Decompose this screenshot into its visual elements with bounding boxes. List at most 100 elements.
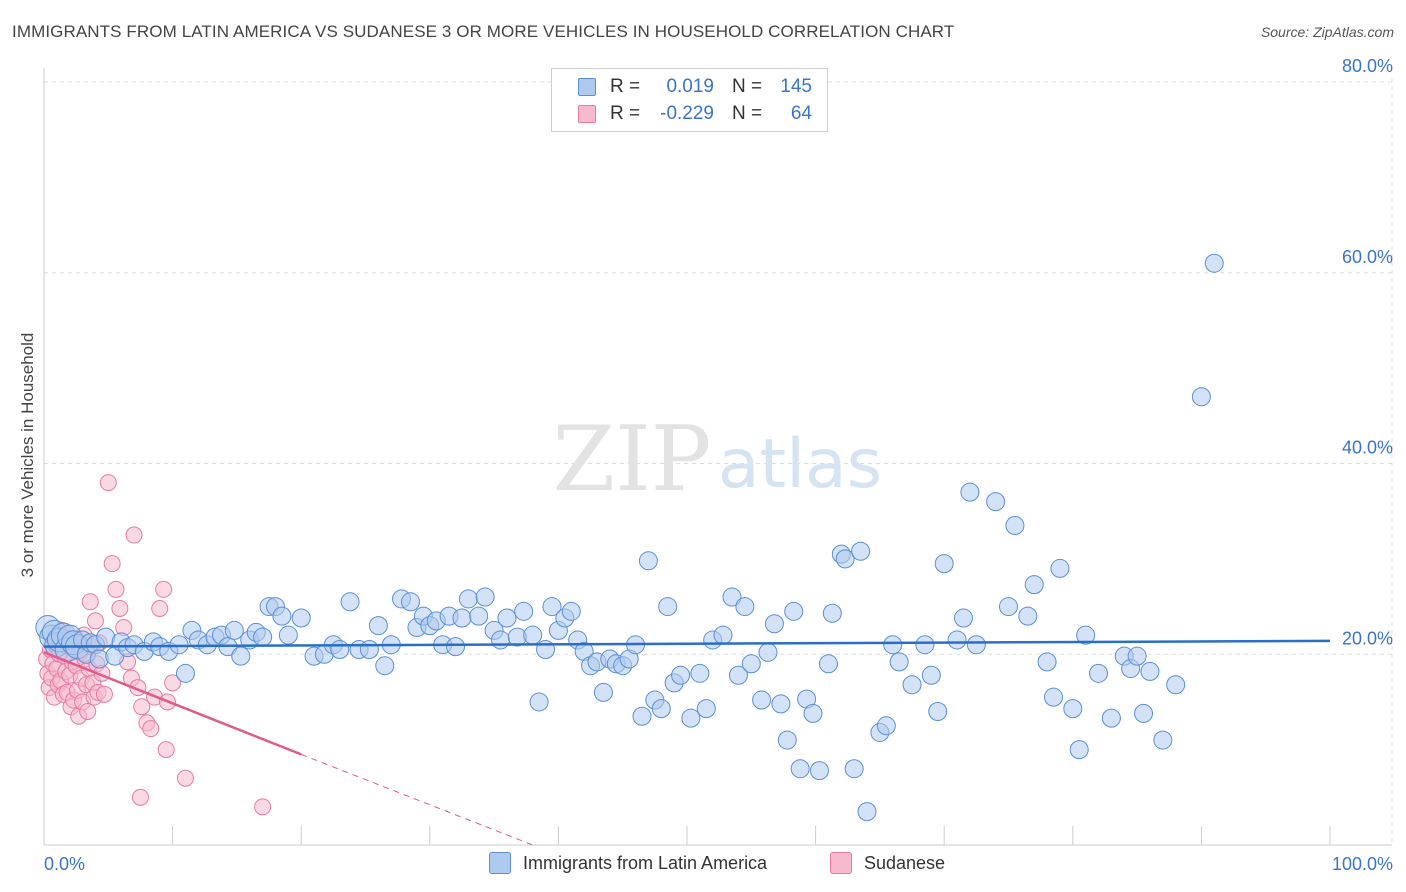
sudanese-trend-line (43, 651, 302, 756)
latin-america-point (514, 601, 534, 621)
latin-america-point (722, 587, 742, 607)
latin-america-point (835, 549, 855, 569)
latin-america-point (784, 601, 804, 621)
latin-america-point (253, 627, 273, 647)
latin-america-point (844, 759, 864, 779)
series-legend-label: Immigrants from Latin America (523, 852, 768, 873)
latin-america-point (632, 706, 652, 726)
latin-america-point (851, 541, 871, 561)
y-tick-label: 60.0% (1342, 247, 1393, 267)
sudanese-point (142, 720, 160, 738)
series-swatch-blue (489, 852, 511, 874)
sudanese-point (157, 741, 175, 759)
sudanese-point (155, 580, 173, 598)
latin-america-point (593, 682, 613, 702)
latin-america-point (690, 663, 710, 683)
latin-america-point (542, 597, 562, 617)
latin-america-point (947, 630, 967, 650)
latin-america-point (1101, 708, 1121, 728)
legend-r-label: R = (610, 103, 641, 124)
latin-america-point (1089, 663, 1109, 683)
latin-america-point (368, 616, 388, 636)
legend-n-value: 145 (780, 76, 812, 97)
tick-labels: 20.0% 40.0% 60.0% 80.0% 0.0% 100.0% (44, 56, 1393, 874)
legend-swatch-blue (578, 78, 596, 96)
latin-america-point (818, 654, 838, 674)
latin-america-point (491, 630, 511, 650)
sudanese-point (131, 788, 149, 806)
latin-america-point (529, 692, 549, 712)
latin-america-point (921, 665, 941, 685)
latin-america-point (822, 603, 842, 623)
latin-america-point (999, 597, 1018, 617)
latin-america-point (790, 759, 810, 779)
latin-america-point (1127, 646, 1147, 666)
series-legend-latin-america[interactable]: Immigrants from Latin America (489, 852, 767, 874)
legend-n-label: N = (732, 76, 763, 97)
sudanese-point (151, 599, 169, 617)
latin-america-point (523, 625, 543, 645)
watermark-zip: ZIP (553, 407, 712, 512)
latin-america-point (89, 649, 109, 669)
latin-america-point (638, 551, 658, 571)
legend-r-value: 0.019 (666, 76, 714, 97)
legend-r-label: R = (610, 76, 641, 97)
watermark-atlas: atlas (718, 425, 882, 504)
latin-america-point (1063, 699, 1083, 719)
sudanese-point (95, 685, 113, 703)
series-legend-sudanese[interactable]: Sudanese (830, 852, 945, 874)
series-legend-label: Sudanese (864, 852, 946, 873)
latin-america-point (375, 656, 395, 676)
latin-america-trend-line (43, 639, 1331, 648)
latin-america-point (752, 690, 772, 710)
latin-america-point (857, 802, 877, 822)
latin-america-point (340, 592, 360, 612)
latin-america-point (713, 625, 733, 645)
latin-america-point (475, 587, 495, 607)
trend-lines (43, 639, 1331, 846)
latin-america-point (1204, 253, 1224, 273)
latin-america-point (658, 597, 678, 617)
y-tick-label: 20.0% (1342, 628, 1393, 648)
legend-row-latin-america: R = 0.019 N = 145 (578, 75, 812, 99)
latin-america-point (401, 592, 421, 612)
latin-america-point (803, 703, 823, 723)
y-tick-label: 40.0% (1342, 438, 1393, 458)
latin-america-point (876, 716, 896, 736)
latin-america-point (1044, 687, 1064, 707)
sudanese-point (99, 474, 117, 492)
latin-america-point (497, 608, 517, 628)
latin-america-point (1134, 703, 1154, 723)
latin-america-point (1166, 675, 1186, 695)
latin-america-point (1050, 558, 1070, 578)
latin-america-point (728, 665, 748, 685)
latin-america-point (902, 675, 922, 695)
watermark: ZIP atlas (553, 407, 882, 512)
latin-america-point (1191, 387, 1211, 407)
latin-america-point (272, 606, 292, 626)
legend-row-sudanese: R = -0.229 N = 64 (578, 102, 812, 126)
latin-america-point (469, 606, 489, 626)
latin-america-point (452, 608, 472, 628)
latin-america-point (741, 654, 761, 674)
latin-america-point (651, 699, 671, 719)
axes (43, 68, 1392, 846)
latin-america-point (883, 635, 903, 655)
latin-america-point (777, 730, 797, 750)
chart-title: IMMIGRANTS FROM LATIN AMERICA VS SUDANES… (12, 22, 955, 41)
latin-america-point (446, 637, 466, 657)
latin-america-point (928, 701, 948, 721)
x-tick-label: 0.0% (44, 854, 85, 874)
latin-america-point (681, 708, 701, 728)
sudanese-point (86, 612, 104, 630)
latin-america-point (809, 761, 829, 781)
latin-america-point (1069, 740, 1089, 760)
latin-america-point (1140, 661, 1160, 681)
latin-america-point (696, 699, 716, 719)
latin-america-point (175, 663, 195, 683)
latin-america-point (330, 639, 350, 659)
latin-america-point (224, 620, 244, 640)
sudanese-point (164, 674, 182, 692)
latin-america-point (889, 652, 909, 672)
